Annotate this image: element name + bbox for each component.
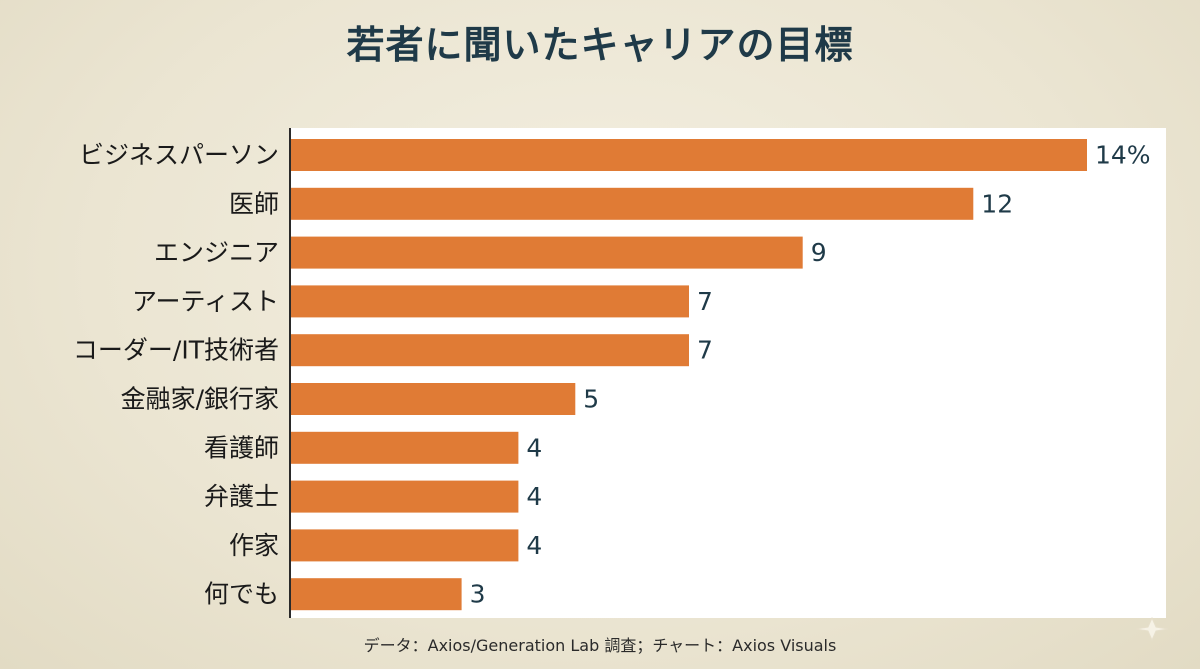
bar-9 bbox=[291, 578, 462, 611]
y-axis-line bbox=[289, 128, 291, 618]
value-label: 12 bbox=[981, 189, 1013, 218]
bar-5 bbox=[291, 383, 576, 415]
bar-1 bbox=[291, 187, 974, 220]
category-label: アーティスト bbox=[132, 287, 279, 316]
bar-7 bbox=[291, 480, 519, 513]
category-label: 何でも bbox=[204, 580, 279, 609]
category-label: ビジネスパーソン bbox=[79, 141, 279, 170]
chart-title: 若者に聞いたキャリアの目標 bbox=[346, 23, 854, 67]
value-label: 14% bbox=[1095, 141, 1151, 170]
category-label: 金融家/銀行家 bbox=[121, 385, 279, 414]
value-label: 5 bbox=[583, 385, 599, 414]
bar-0 bbox=[291, 139, 1087, 171]
source-note: データ：Axios/Generation Lab 調査；チャート：Axios V… bbox=[363, 636, 837, 655]
sparkle-icon bbox=[1135, 616, 1169, 642]
bar-6 bbox=[291, 431, 519, 464]
category-label: 弁護士 bbox=[204, 482, 279, 511]
value-label: 7 bbox=[697, 336, 713, 365]
value-label: 4 bbox=[526, 482, 542, 511]
bar-8 bbox=[291, 529, 519, 562]
value-label: 4 bbox=[526, 531, 542, 560]
value-label: 9 bbox=[811, 238, 827, 267]
category-label: 作家 bbox=[229, 531, 279, 560]
category-label: エンジニア bbox=[154, 238, 279, 267]
bar-2 bbox=[291, 236, 803, 269]
category-label: 医師 bbox=[229, 189, 279, 218]
value-label: 4 bbox=[526, 433, 542, 462]
category-label: 看護師 bbox=[204, 433, 279, 462]
bar-3 bbox=[291, 285, 689, 318]
category-label: コーダー/IT技術者 bbox=[73, 336, 279, 365]
value-label: 3 bbox=[470, 580, 486, 609]
value-label: 7 bbox=[697, 287, 713, 316]
bar-4 bbox=[291, 334, 689, 367]
